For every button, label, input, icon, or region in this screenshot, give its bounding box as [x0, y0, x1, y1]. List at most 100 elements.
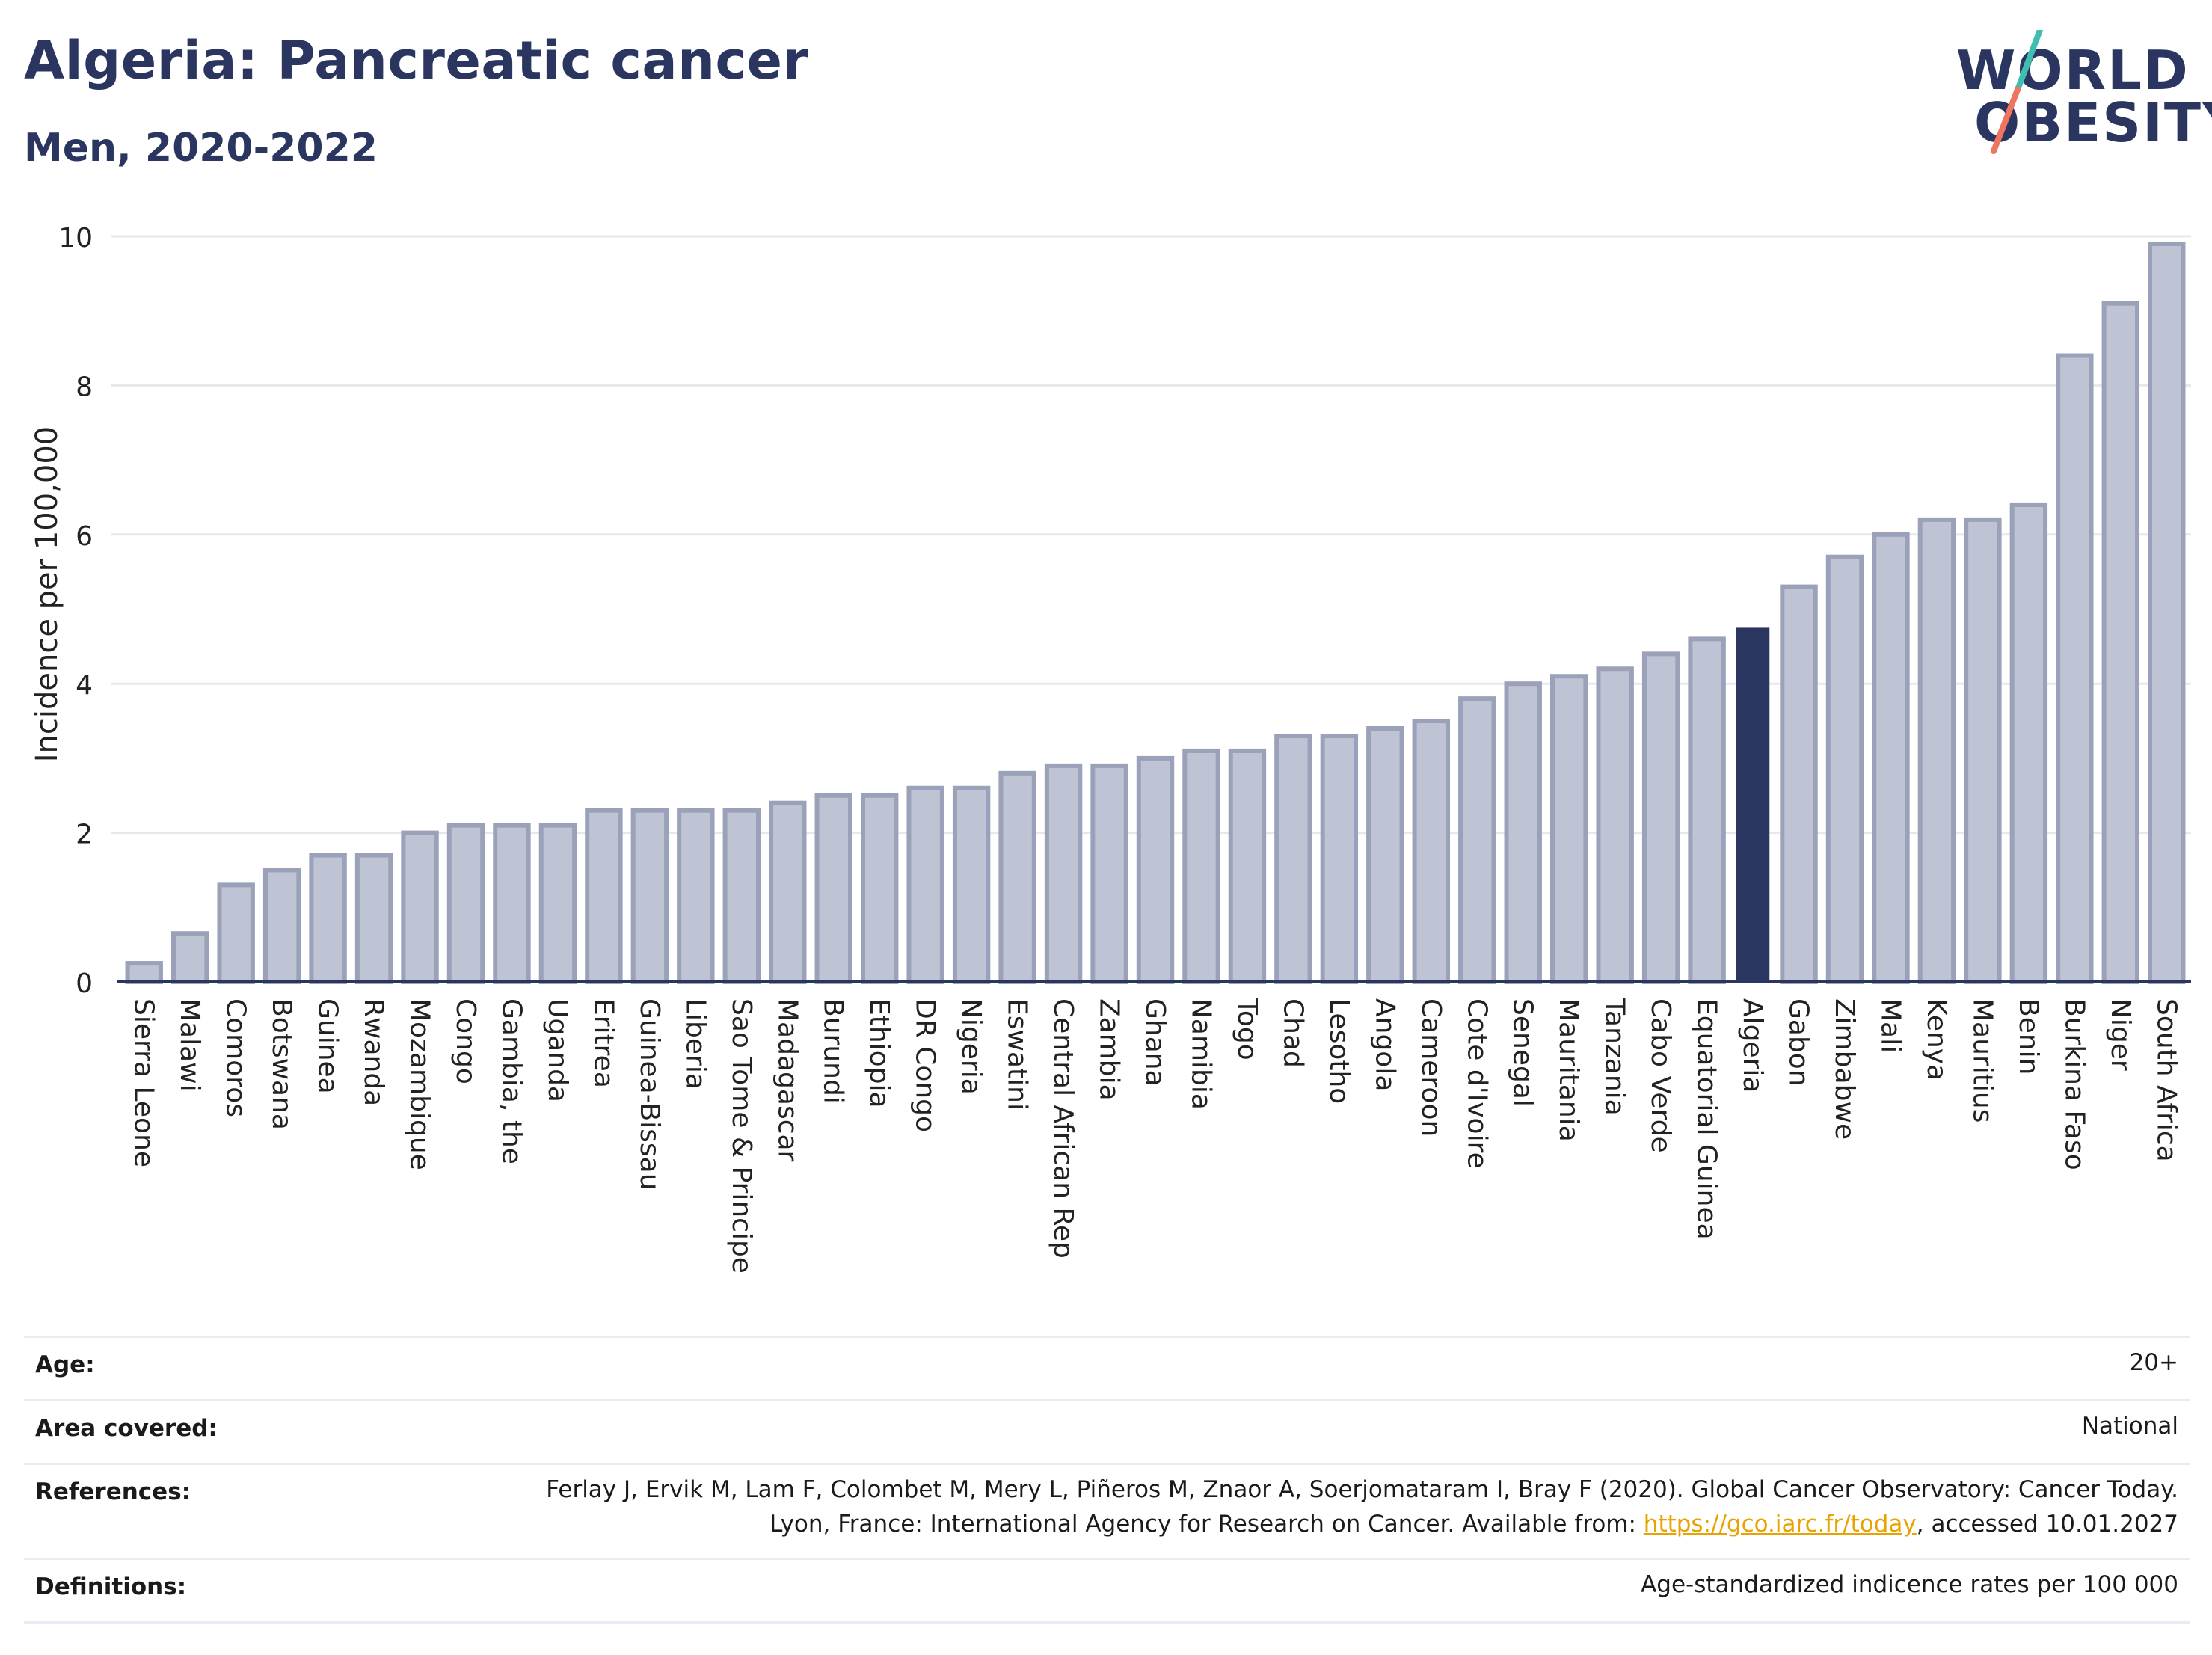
x-tick-label: Gambia, the	[496, 998, 526, 1164]
bar	[1549, 674, 1588, 984]
x-tick-label: Sierra Leone	[129, 998, 159, 1167]
y-tick-label: 10	[58, 223, 93, 254]
x-tick-label: Guinea	[313, 998, 343, 1094]
info-table: Age: 20+ Area covered: National Referenc…	[24, 1336, 2190, 1624]
x-tick-label: Ghana	[1140, 998, 1170, 1087]
x-tick-label: Malawi	[174, 998, 205, 1092]
x-tick-label: Comoros	[221, 998, 251, 1117]
bar	[1780, 584, 1818, 984]
x-tick-label: DR Congo	[910, 998, 941, 1132]
bar	[1458, 696, 1496, 984]
bar	[1320, 733, 1359, 984]
references-link[interactable]: https://gco.iarc.fr/today	[1643, 1511, 1917, 1538]
info-row-area: Area covered: National	[24, 1399, 2190, 1463]
page-title: Algeria: Pancreatic cancer	[24, 30, 809, 91]
bar	[2009, 502, 2048, 984]
x-tick-label: Niger	[2105, 998, 2136, 1071]
bar	[1825, 554, 1864, 984]
bar	[1504, 681, 1542, 984]
x-tick-label: Guinea-Bissau	[634, 998, 665, 1191]
x-tick-label: Botswana	[266, 998, 297, 1130]
bar	[2056, 353, 2094, 984]
x-tick-label: South Africa	[2151, 998, 2181, 1162]
x-tick-label: Gabon	[1784, 998, 1814, 1087]
x-tick-label: Eritrea	[588, 998, 618, 1088]
references-body: Ferlay J, Ervik M, Lam F, Colombet M, Me…	[546, 1476, 2178, 1538]
info-label: Definitions:	[35, 1573, 187, 1600]
x-tick-label: Congo	[450, 998, 481, 1084]
x-tick-label: Senegal	[1508, 998, 1538, 1107]
logo-slash-icon	[1991, 30, 2043, 154]
bar	[354, 853, 393, 985]
x-tick-label: Burkina Faso	[2059, 998, 2089, 1170]
bar	[262, 868, 301, 984]
bar	[722, 808, 761, 984]
y-tick-label: 0	[76, 968, 93, 999]
x-tick-label: Chad	[1277, 998, 1308, 1068]
bar	[538, 823, 577, 984]
bar	[125, 961, 163, 984]
bar	[401, 830, 439, 984]
x-tick-label: Lesotho	[1324, 998, 1354, 1104]
bar	[493, 823, 531, 984]
x-tick-label: Liberia	[680, 998, 710, 1090]
x-tick-label: Mauritania	[1553, 998, 1584, 1142]
y-tick-label: 4	[76, 670, 93, 701]
bar	[2101, 301, 2140, 985]
bar	[1136, 755, 1175, 985]
x-tick-label: Central African Rep	[1048, 998, 1078, 1259]
references-tail: , accessed 10.01.2027	[1916, 1511, 2178, 1538]
x-tick-label: Sao Tome & Principe	[726, 998, 757, 1274]
bar	[170, 931, 209, 984]
bar	[1228, 748, 1267, 984]
bar	[446, 823, 485, 984]
x-tick-label: Tanzania	[1600, 998, 1630, 1116]
y-tick-label: 2	[76, 820, 93, 850]
bar	[1090, 763, 1128, 984]
bar	[677, 808, 715, 984]
x-tick-label: Kenya	[1921, 998, 1952, 1081]
bar	[1366, 726, 1404, 985]
x-tick-label: Angola	[1369, 998, 1400, 1091]
bar	[1688, 636, 1726, 984]
bar-chart: 0 2 4 6 8 10 Incidence per 100,000 Sierra Leone…	[30, 223, 2191, 1274]
x-tick-label: Uganda	[542, 998, 573, 1102]
bar	[585, 808, 623, 984]
info-label: Age:	[35, 1351, 95, 1378]
x-tick-label: Burundi	[818, 998, 849, 1104]
x-tick-label: Togo	[1232, 998, 1262, 1060]
info-row-age: Age: 20+	[24, 1336, 2190, 1399]
info-value: 20+	[2129, 1349, 2178, 1376]
bar	[1596, 666, 1634, 984]
x-tick-label: Namibia	[1185, 998, 1216, 1110]
x-tick-label: Benin	[2013, 998, 2044, 1075]
x-tick-label: Mauritius	[1967, 998, 1997, 1123]
x-tick-label: Zimbabwe	[1829, 998, 1860, 1140]
info-label: References:	[35, 1479, 191, 1505]
info-value: National	[2081, 1413, 2178, 1440]
info-label: Area covered:	[35, 1415, 218, 1442]
x-tick-label: Cabo Verde	[1645, 998, 1676, 1153]
bar	[217, 882, 255, 985]
bar	[1412, 719, 1451, 984]
bar	[630, 808, 669, 984]
references-text: Ferlay J, Ervik M, Lam F, Colombet M, Me…	[533, 1465, 2190, 1541]
page-subtitle: Men, 2020-2022	[24, 126, 378, 171]
x-tick-label: Cote d'Ivoire	[1461, 998, 1492, 1169]
bar	[309, 853, 347, 985]
world-obesity-logo: WORLD OBESITY	[1944, 30, 2212, 157]
bar	[860, 793, 899, 984]
x-tick-label: Eswatini	[1002, 998, 1033, 1111]
bar	[1182, 748, 1220, 984]
x-tick-label: Ethiopia	[864, 998, 894, 1108]
x-tick-label: Mozambique	[405, 998, 435, 1170]
y-tick-label: 6	[76, 521, 93, 552]
x-tick-label: Algeria	[1737, 998, 1768, 1093]
bar	[2148, 241, 2186, 985]
bar	[1641, 651, 1680, 984]
y-tick-label: 8	[76, 372, 93, 402]
info-row-definitions: Definitions: Age-standardized indicence …	[24, 1558, 2190, 1624]
bar	[906, 785, 944, 985]
x-tick-label: Madagascar	[772, 998, 802, 1162]
bar	[1274, 733, 1312, 984]
